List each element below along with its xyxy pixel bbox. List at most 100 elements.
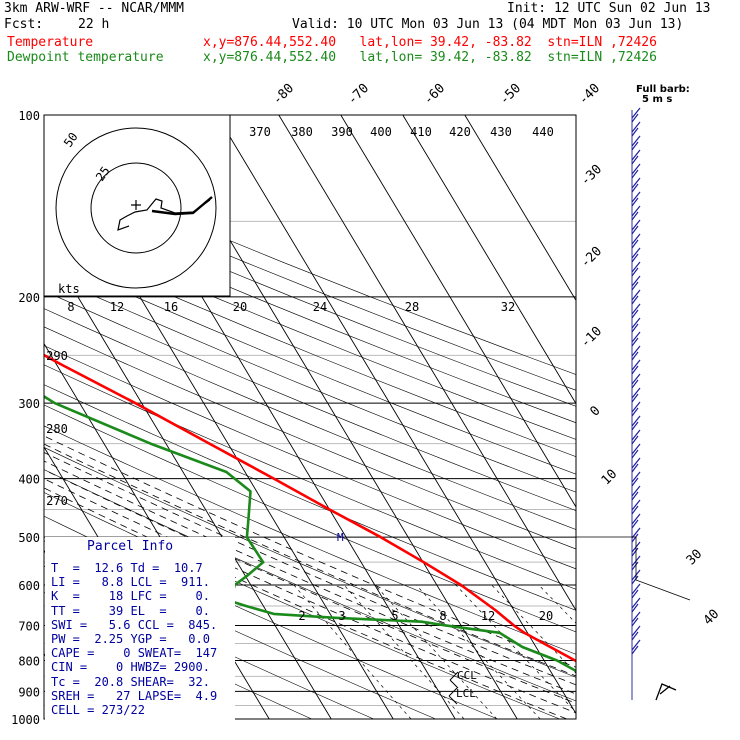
- header-init: Init: 12 UTC Sun 02 Jun 13: [507, 1, 711, 16]
- isotherm-label--70: -70: [345, 81, 372, 108]
- wind-barb: [631, 443, 641, 459]
- isotherm-label--80: -80: [270, 81, 297, 108]
- wind-barb: [631, 639, 641, 655]
- wind-barb: [631, 219, 641, 235]
- parcel-row: CIN = 0 HWBZ= 2900.: [51, 660, 210, 675]
- wind-barb-lower: [655, 683, 677, 701]
- mixing-ratio-20: [538, 584, 576, 624]
- wind-barb: [631, 121, 641, 137]
- wind-barb: [631, 387, 641, 403]
- parcel-row: CAPE = 0 SWEAT= 147: [51, 646, 218, 661]
- mixing-ratio-label-8: 8: [439, 609, 446, 623]
- hodo-speed-label-16: 16: [164, 300, 178, 314]
- theta-label-440: 440: [532, 125, 554, 139]
- parcel-row: Tc = 20.8 SHEAR= 32.: [51, 674, 210, 689]
- pressure-label-900: 900: [18, 685, 40, 699]
- parcel-info-rows: T = 12.6 Td = 10.7 LI = 8.8 LCL = 911. K =…: [51, 561, 217, 717]
- dry-adiabat-250: [44, 565, 374, 719]
- wind-barb: [631, 233, 641, 249]
- barb-frame-line: [576, 536, 691, 601]
- pressure-label-600: 600: [18, 579, 40, 593]
- isotherm-40: [402, 115, 576, 405]
- isotherm-10: [216, 115, 576, 715]
- theta-label-400: 400: [370, 125, 392, 139]
- pressure-label-700: 700: [18, 619, 40, 633]
- mixing-ratio-label-2: 2: [298, 609, 305, 623]
- wind-barb: [631, 583, 641, 599]
- pressure-label-400: 400: [18, 473, 40, 487]
- pressure-label-300: 300: [18, 397, 40, 411]
- theta-label-430: 430: [490, 125, 512, 139]
- parcel-row: K = 18 LFC = 0.: [51, 589, 210, 604]
- mixing-ratio-label-3: 3: [338, 609, 345, 623]
- parcel-row: TT = 39 EL = 0.: [51, 603, 210, 618]
- dry-adiabat-390: [44, 273, 576, 493]
- wind-barb: [631, 205, 641, 221]
- wind-barb: [631, 429, 641, 445]
- isotherm--30: [44, 239, 332, 719]
- hodo-speed-label-28: 28: [405, 300, 419, 314]
- wind-barb: [631, 611, 641, 627]
- wind-barb: [631, 135, 641, 151]
- parcel-info-title: Parcel Info: [87, 539, 174, 554]
- dry-adiabat-340: [44, 364, 576, 590]
- wind-barb: [631, 261, 641, 277]
- pressure-label-1000: 1000: [11, 713, 40, 727]
- mixing-ratio-2: [343, 584, 465, 719]
- theta-label-390: 390: [331, 125, 353, 139]
- theta-label-380: 380: [291, 125, 313, 139]
- barb-note: Full barb:: [636, 84, 690, 95]
- wind-barb: [631, 485, 641, 501]
- dry-adiabat-300: [44, 447, 576, 678]
- wind-barb: [631, 149, 641, 165]
- isotherm-30: [340, 115, 576, 508]
- wind-barb: [631, 527, 641, 543]
- pressure-label-500: 500: [18, 531, 40, 545]
- plot-frame: [43, 114, 577, 720]
- theta-label-420: 420: [449, 125, 471, 139]
- wind-barb: [631, 177, 641, 193]
- header-valid: Valid: 10 UTC Mon 03 Jun 13 (04 MDT Mon …: [292, 17, 684, 32]
- isotherm-label--10: -10: [578, 324, 605, 351]
- wind-barb: [631, 471, 641, 487]
- level-marker-m: M: [337, 531, 344, 544]
- hodo-speed-label-8: 8: [67, 300, 74, 314]
- parcel-info-box: Parcel Info T = 12.6 Td = 10.7 LI = 8.8 L…: [45, 537, 235, 727]
- dry-adiabat-440: [44, 191, 576, 407]
- wind-barbs: [576, 107, 691, 701]
- mixing-ratio-1: [293, 584, 412, 719]
- wind-barb: [631, 401, 641, 417]
- lcl-marker-icon: [448, 687, 458, 705]
- wind-barb: [631, 289, 641, 305]
- wind-barb: [631, 163, 641, 179]
- isotherm-label--20: -20: [578, 244, 605, 271]
- hodograph: 50 25: [43, 114, 231, 297]
- hodo-speed-label-12: 12: [110, 300, 124, 314]
- parcel-row: SWI = 5.6 CCL = 845.: [51, 617, 218, 632]
- temperature-legend-info: x,y=876.44,552.40 lat,lon= 39.42, -83.82…: [203, 35, 657, 50]
- moist-adiabat-24: [44, 451, 576, 686]
- parcel-row: T = 12.6 Td = 10.7: [51, 561, 203, 575]
- dry-adiabat-410: [44, 239, 576, 457]
- parcel-row: CELL = 273/22: [51, 703, 145, 718]
- theta-left-label-280: 280: [46, 422, 68, 436]
- isotherm-label--60: -60: [421, 81, 448, 108]
- theta-label-370: 370: [249, 125, 271, 139]
- mixing-ratio-label-20: 20: [539, 609, 553, 623]
- barb-note-units: 5 m s: [642, 94, 673, 105]
- isotherm-20: [278, 115, 576, 612]
- dewpoint-legend-info: x,y=876.44,552.40 lat,lon= 39.42, -83.82…: [203, 50, 657, 65]
- isotherm-label--30: -30: [578, 162, 605, 189]
- wind-barb: [631, 373, 641, 389]
- parcel-row: PW = 2.25 YGP = 0.0: [51, 632, 210, 647]
- dry-adiabat-290: [44, 469, 576, 702]
- pressure-label-800: 800: [18, 654, 40, 668]
- wind-barb: [631, 457, 641, 473]
- theta-left-label-290: 290: [46, 349, 68, 363]
- wind-barb: [631, 359, 641, 375]
- header-fcst-label: Fcst:: [4, 17, 44, 32]
- dry-adiabat-370: [44, 308, 576, 530]
- dry-adiabat-380: [44, 290, 576, 511]
- lcl-label: LCL: [456, 687, 476, 700]
